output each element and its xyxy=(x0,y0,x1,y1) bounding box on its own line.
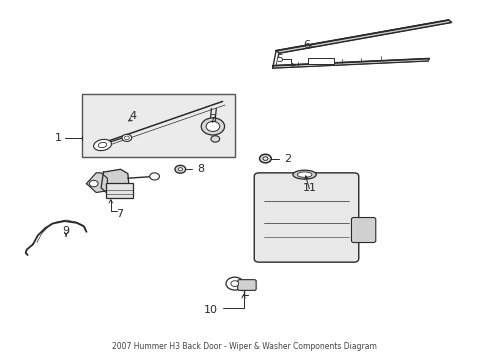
Text: 4: 4 xyxy=(129,111,136,121)
Ellipse shape xyxy=(122,134,131,141)
Ellipse shape xyxy=(205,121,219,131)
Text: 10: 10 xyxy=(203,305,217,315)
Polygon shape xyxy=(101,169,128,194)
Circle shape xyxy=(230,281,238,287)
Circle shape xyxy=(89,180,98,187)
Ellipse shape xyxy=(297,172,311,177)
Text: 3: 3 xyxy=(209,113,216,123)
Polygon shape xyxy=(276,20,451,53)
Ellipse shape xyxy=(259,154,271,163)
Text: 2007 Hummer H3 Back Door - Wiper & Washer Components Diagram: 2007 Hummer H3 Back Door - Wiper & Washe… xyxy=(112,342,376,351)
Polygon shape xyxy=(272,59,428,68)
Ellipse shape xyxy=(201,118,224,135)
Text: 5: 5 xyxy=(275,54,283,64)
Ellipse shape xyxy=(210,136,219,142)
Ellipse shape xyxy=(175,165,185,173)
Ellipse shape xyxy=(98,142,106,148)
Bar xyxy=(81,94,234,157)
Text: 8: 8 xyxy=(197,164,203,174)
Bar xyxy=(307,58,334,64)
Circle shape xyxy=(225,277,243,290)
Text: 1: 1 xyxy=(55,133,62,143)
Ellipse shape xyxy=(263,157,267,160)
Text: 9: 9 xyxy=(62,226,69,236)
Text: 6: 6 xyxy=(303,40,309,50)
Text: 7: 7 xyxy=(116,209,123,219)
FancyBboxPatch shape xyxy=(351,217,375,243)
Ellipse shape xyxy=(178,168,182,171)
Ellipse shape xyxy=(292,170,316,179)
Polygon shape xyxy=(86,173,107,193)
Text: 2: 2 xyxy=(284,154,291,163)
Circle shape xyxy=(149,173,159,180)
Text: 11: 11 xyxy=(303,183,317,193)
Ellipse shape xyxy=(93,139,111,150)
FancyBboxPatch shape xyxy=(254,173,358,262)
FancyBboxPatch shape xyxy=(237,280,256,291)
Ellipse shape xyxy=(124,136,129,140)
Bar xyxy=(106,183,132,198)
